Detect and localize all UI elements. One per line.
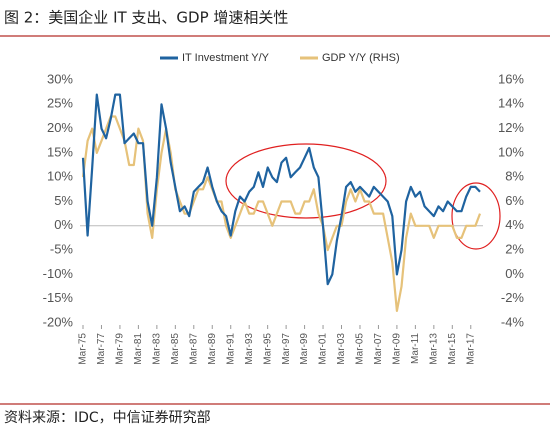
y-tick-label: 30% <box>47 71 73 86</box>
series-line <box>81 93 481 286</box>
highlight-ellipse <box>451 182 501 250</box>
x-tick-label: Mar-81 <box>133 333 144 365</box>
y2-tick-label: 16% <box>498 71 524 86</box>
y-tick-label: 25% <box>47 96 73 111</box>
y2-tick-label: 0% <box>505 266 524 281</box>
y2-tick-label: 4% <box>505 217 524 232</box>
y-tick-label: -10% <box>43 266 74 281</box>
x-tick-label: Mar-99 <box>299 333 310 365</box>
x-tick-label: Mar-79 <box>115 333 126 365</box>
y-tick-label: -20% <box>43 314 74 329</box>
y-tick-label: 5% <box>54 193 73 208</box>
x-tick-label: Mar-01 <box>318 333 329 365</box>
y-tick-label: -15% <box>43 290 74 305</box>
highlight-ellipse <box>225 143 387 219</box>
x-tick-label: Mar-85 <box>170 333 181 365</box>
x-tick-label: Mar-97 <box>281 333 292 365</box>
y2-tick-label: 2% <box>505 242 524 257</box>
x-tick-label: Mar-89 <box>207 333 218 365</box>
chart-title: 图 2：美国企业 IT 支出、GDP 增速相关性 <box>4 9 288 27</box>
y2-tick-label: 10% <box>498 144 524 159</box>
y2-tick-label: 14% <box>498 96 524 111</box>
source-note: 资料来源：IDC，中信证券研究部 <box>4 410 211 426</box>
y-tick-label: 15% <box>47 144 73 159</box>
y2-tick-label: -2% <box>501 290 525 305</box>
x-tick-label: Mar-75 <box>78 333 89 365</box>
x-tick-label: Mar-13 <box>428 333 439 365</box>
y-tick-label: 0% <box>54 217 73 232</box>
x-tick-label: Mar-91 <box>225 333 236 365</box>
y-tick-label: 10% <box>47 169 73 184</box>
x-tick-label: Mar-83 <box>152 333 163 365</box>
x-tick-label: Mar-93 <box>244 333 255 365</box>
x-tick-label: Mar-95 <box>262 333 273 365</box>
x-tick-label: Mar-03 <box>336 333 347 365</box>
x-tick-label: Mar-05 <box>355 333 366 365</box>
series-line <box>81 115 482 312</box>
y2-tick-label: 12% <box>498 120 524 135</box>
y-tick-label: 20% <box>47 120 73 135</box>
x-tick-label: Mar-11 <box>410 333 421 364</box>
x-tick-label: Mar-17 <box>465 333 476 365</box>
y2-tick-label: 8% <box>505 169 524 184</box>
x-tick-label: Mar-15 <box>447 333 458 365</box>
legend-label: IT Investment Y/Y <box>182 52 270 64</box>
y2-tick-label: 6% <box>505 193 524 208</box>
legend-label: GDP Y/Y (RHS) <box>322 52 400 64</box>
x-tick-label: Mar-77 <box>96 333 107 365</box>
x-tick-label: Mar-07 <box>373 333 384 365</box>
x-tick-label: Mar-87 <box>188 333 199 365</box>
y2-tick-label: -4% <box>501 314 525 329</box>
y-tick-label: -5% <box>50 242 74 257</box>
x-tick-label: Mar-09 <box>392 333 403 365</box>
